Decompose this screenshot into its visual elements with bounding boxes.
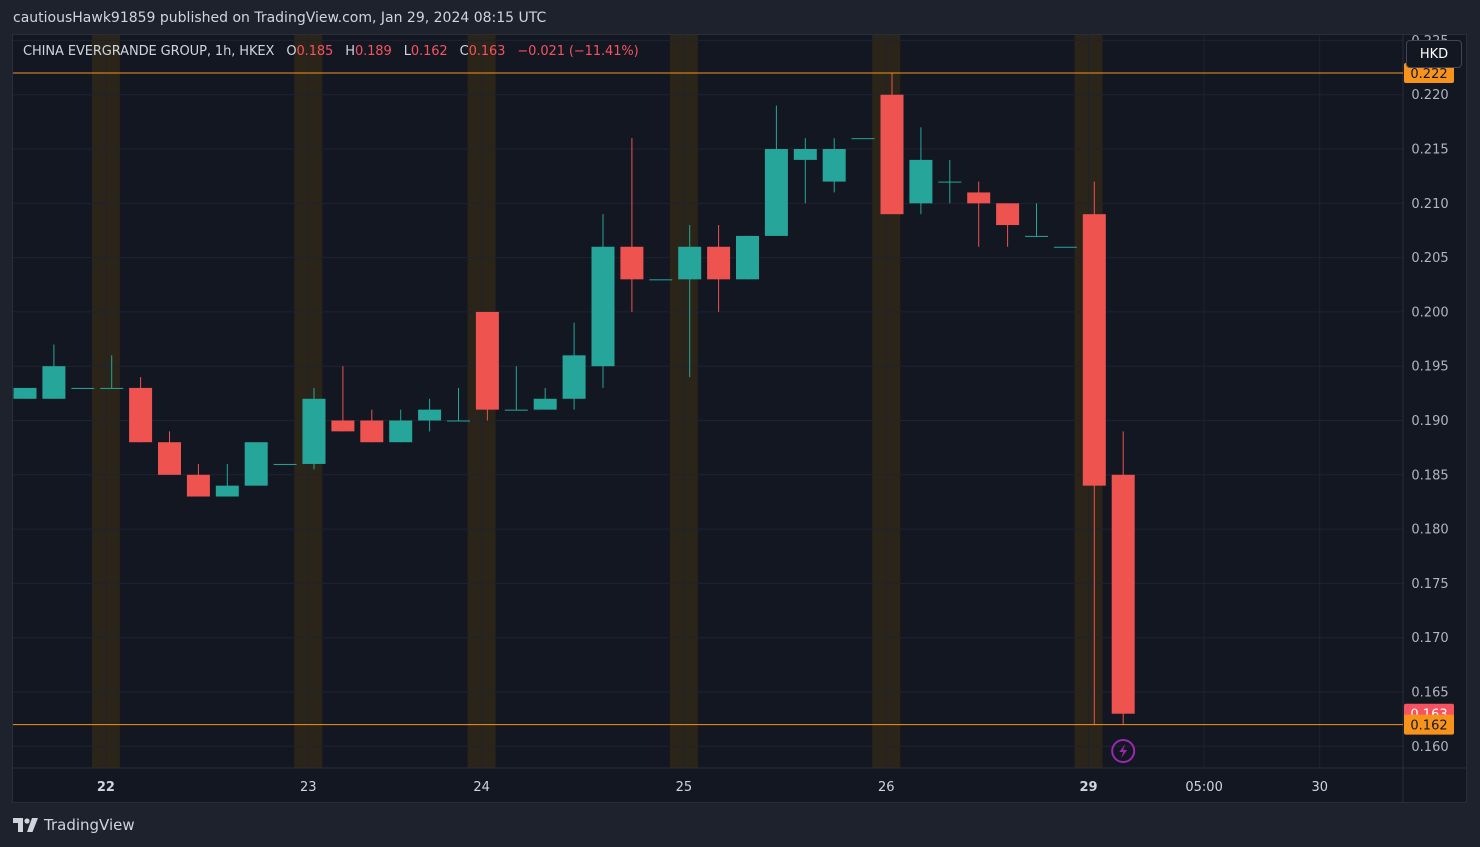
- y-tick-label: 0.215: [1411, 143, 1448, 158]
- y-tick-label: 0.185: [1411, 468, 1448, 483]
- change-value: −0.021 (−11.41%): [517, 44, 639, 59]
- candle-body: [996, 203, 1020, 226]
- candle-body: [967, 192, 991, 204]
- candle-body: [158, 442, 181, 475]
- candle-body: [909, 159, 933, 204]
- open-label: O: [286, 44, 297, 59]
- candle-body: [447, 420, 470, 422]
- symbol-name[interactable]: CHINA EVERGRANDE GROUP, 1h, HKEX: [23, 44, 275, 59]
- lightning-icon: [1119, 744, 1128, 758]
- level-price-label: 0.222: [1410, 67, 1447, 82]
- chart-area[interactable]: 0.2250.2200.2150.2100.2050.2000.1950.190…: [12, 34, 1467, 803]
- candle-body: [129, 387, 153, 443]
- candle-body: [186, 474, 210, 497]
- candle-body: [591, 246, 615, 367]
- x-tick-label: 26: [878, 780, 895, 795]
- candle-body: [620, 246, 644, 280]
- x-tick-label: 23: [300, 780, 317, 795]
- candle-body: [273, 463, 297, 465]
- candle-body: [533, 398, 557, 410]
- open-value: 0.185: [296, 44, 334, 59]
- candle-body: [764, 149, 788, 236]
- candle-body: [736, 235, 759, 280]
- x-tick-label: 29: [1079, 780, 1097, 795]
- candle-body: [822, 149, 846, 182]
- candle-body: [42, 366, 66, 399]
- candle-body: [562, 355, 586, 399]
- high-value: 0.189: [354, 44, 392, 59]
- candle-body: [475, 311, 499, 410]
- candle-body: [504, 409, 528, 411]
- currency-button[interactable]: HKD: [1406, 40, 1462, 68]
- publisher-info: cautiousHawk91859 published on TradingVi…: [13, 10, 547, 26]
- candle-body: [389, 420, 413, 443]
- candle-body: [938, 181, 962, 183]
- candle-body: [418, 409, 442, 421]
- y-tick-label: 0.160: [1411, 740, 1448, 755]
- candle-body: [331, 420, 355, 432]
- tradingview-logo[interactable]: TradingView: [13, 816, 135, 834]
- level-price-tag: [1404, 63, 1454, 84]
- high-label: H: [345, 44, 355, 59]
- level-price-label: 0.162: [1410, 719, 1447, 734]
- candle-body: [360, 420, 384, 443]
- low-label: L: [403, 44, 411, 59]
- low-value: 0.162: [410, 44, 448, 59]
- x-tick-label: 30: [1311, 780, 1328, 795]
- level-price-tag: [1404, 714, 1454, 735]
- close-value: 0.163: [468, 44, 506, 59]
- y-tick-label: 0.210: [1411, 197, 1448, 212]
- y-tick-label: 0.165: [1411, 685, 1448, 700]
- y-tick-label: 0.200: [1411, 305, 1448, 320]
- candle-body: [707, 246, 731, 280]
- x-tick-label: 25: [676, 780, 693, 795]
- x-tick-label: 22: [97, 780, 115, 795]
- y-tick-label: 0.175: [1411, 577, 1448, 592]
- candlestick-chart[interactable]: 0.2250.2200.2150.2100.2050.2000.1950.190…: [13, 35, 1467, 803]
- y-tick-label: 0.170: [1411, 631, 1448, 646]
- event-marker-icon[interactable]: [1111, 739, 1136, 763]
- candle-body: [880, 94, 904, 215]
- candle-body: [1053, 246, 1077, 248]
- candle-body: [1025, 235, 1048, 237]
- tradingview-brand: TradingView: [44, 816, 135, 834]
- x-tick-label: 24: [473, 780, 490, 795]
- candle-body: [678, 246, 702, 280]
- candle-body: [244, 442, 268, 486]
- y-tick-label: 0.205: [1411, 251, 1448, 266]
- candle-body: [1082, 214, 1106, 486]
- candle-body: [1111, 474, 1135, 714]
- candle-body: [649, 279, 673, 281]
- y-tick-label: 0.220: [1411, 88, 1448, 103]
- close-label: C: [459, 44, 469, 59]
- candle-body: [100, 387, 124, 389]
- x-tick-label: 05:00: [1185, 780, 1222, 795]
- candle-body: [302, 398, 326, 464]
- candle-body: [13, 387, 37, 399]
- candle-body: [793, 149, 817, 160]
- candle-body: [851, 138, 875, 140]
- y-tick-label: 0.190: [1411, 414, 1448, 429]
- tradingview-logo-icon: [13, 818, 38, 832]
- symbol-legend: CHINA EVERGRANDE GROUP, 1h, HKEX O0.185 …: [23, 44, 639, 59]
- y-tick-label: 0.195: [1411, 360, 1448, 375]
- candle-body: [71, 387, 95, 389]
- candle-body: [215, 485, 239, 497]
- y-tick-label: 0.180: [1411, 523, 1448, 538]
